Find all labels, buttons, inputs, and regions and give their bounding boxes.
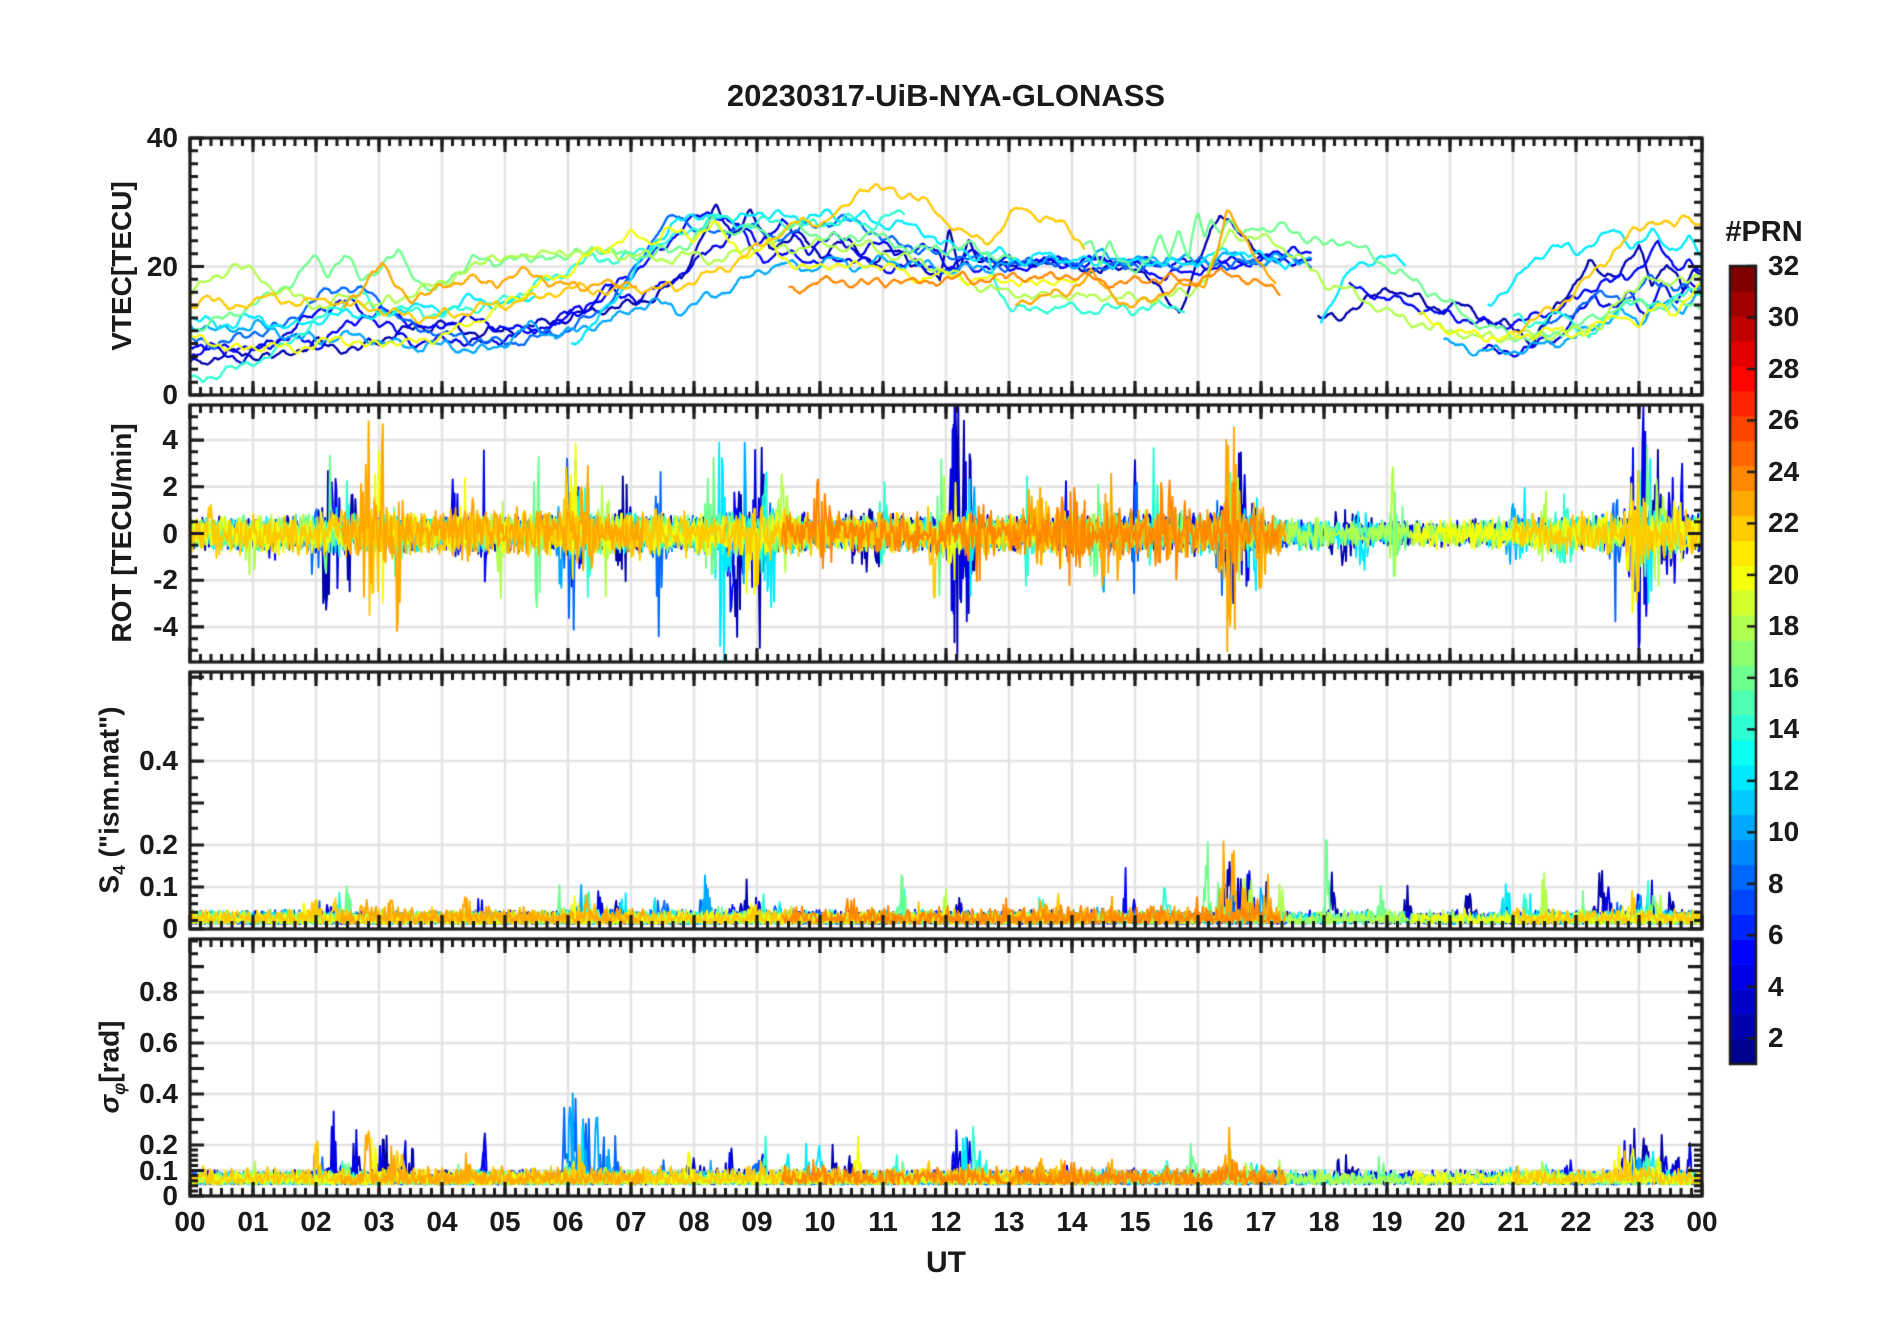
y-tick-label-s4: 0.2 <box>139 829 178 860</box>
x-tick-label: 22 <box>1560 1206 1592 1237</box>
colorbar-tick-label: 10 <box>1768 816 1800 848</box>
x-tick-label: 17 <box>1245 1206 1277 1237</box>
y-tick-label-s4: 0.1 <box>139 871 178 902</box>
colorbar-tick-label: 8 <box>1768 867 1784 899</box>
y-tick-label-rot: 4 <box>162 424 178 456</box>
chart-title: 20230317-UiB-NYA-GLONASS <box>726 78 1166 113</box>
colorbar-tick-label: 24 <box>1768 455 1800 487</box>
x-tick-label: 20 <box>1434 1206 1466 1237</box>
y-tick-label-sigma_phi: 0 <box>162 1180 178 1211</box>
colorbar-tick-label: 28 <box>1768 352 1800 384</box>
y-tick-label-s4: 0 <box>162 913 178 944</box>
x-tick-label: 18 <box>1308 1206 1340 1237</box>
colorbar-tick-label: 16 <box>1768 661 1800 693</box>
x-tick-label: 21 <box>1497 1206 1529 1237</box>
y-tick-label-sigma_phi: 0.4 <box>139 1078 178 1110</box>
x-tick-label: 12 <box>930 1206 962 1237</box>
colorbar-tick-label: 4 <box>1768 970 1784 1002</box>
colorbar-tick-label: 18 <box>1768 610 1800 642</box>
colorbar-tick-label: 26 <box>1768 404 1800 436</box>
x-tick-label: 13 <box>993 1206 1025 1237</box>
x-tick-label: 02 <box>300 1206 332 1237</box>
x-tick-label: 09 <box>741 1206 773 1237</box>
y-tick-label-sigma_phi: 0.2 <box>139 1129 178 1160</box>
y-tick-label-vtec: 40 <box>146 122 178 153</box>
y-tick-label-sigma_phi: 0.8 <box>139 976 178 1008</box>
colorbar-tick-label: 14 <box>1768 713 1800 745</box>
x-tick-label: 19 <box>1371 1206 1403 1237</box>
x-tick-label: 23 <box>1623 1206 1655 1237</box>
colorbar-tick-label: 2 <box>1768 1022 1784 1054</box>
x-tick-label: 16 <box>1182 1206 1214 1237</box>
y-tick-label-vtec: 0 <box>162 379 178 410</box>
colorbar-tick-label: 32 <box>1768 250 1800 281</box>
colorbar-title: #PRN <box>1725 216 1803 248</box>
y-tick-label-vtec: 20 <box>146 250 178 282</box>
x-tick-label: 00 <box>174 1206 206 1237</box>
colorbar-tick-label: 12 <box>1768 764 1800 796</box>
colorbar-tick-label: 6 <box>1768 919 1784 951</box>
x-axis-label: UT <box>926 1246 966 1279</box>
x-tick-label: 15 <box>1119 1206 1151 1237</box>
y-tick-label-rot: -4 <box>153 610 178 642</box>
y-tick-label-rot: 2 <box>162 470 178 502</box>
x-tick-label: 06 <box>552 1206 584 1237</box>
y-tick-label-s4: 0.4 <box>139 745 178 777</box>
y-axis-label-s4: S4 ("ism.mat") <box>94 706 130 893</box>
x-tick-label: 01 <box>237 1206 269 1237</box>
y-tick-label-rot: -2 <box>153 564 178 596</box>
colorbar-tick-label: 30 <box>1768 301 1800 333</box>
x-tick-label: 07 <box>615 1206 647 1237</box>
x-tick-label: 14 <box>1056 1206 1088 1237</box>
colorbar-tick-label: 22 <box>1768 507 1800 539</box>
x-tick-label: 08 <box>678 1206 710 1237</box>
colorbar-tick-label: 20 <box>1768 558 1800 590</box>
x-tick-label: 11 <box>868 1206 898 1237</box>
x-tick-label: 10 <box>804 1206 836 1237</box>
y-tick-label-rot: 0 <box>162 517 178 549</box>
x-tick-label: 00 <box>1686 1206 1718 1237</box>
x-tick-label: 05 <box>489 1206 521 1237</box>
x-tick-label: 03 <box>363 1206 395 1237</box>
y-tick-label-sigma_phi: 0.1 <box>139 1154 178 1186</box>
x-tick-label: 04 <box>426 1206 458 1237</box>
y-tick-label-sigma_phi: 0.6 <box>139 1027 178 1059</box>
